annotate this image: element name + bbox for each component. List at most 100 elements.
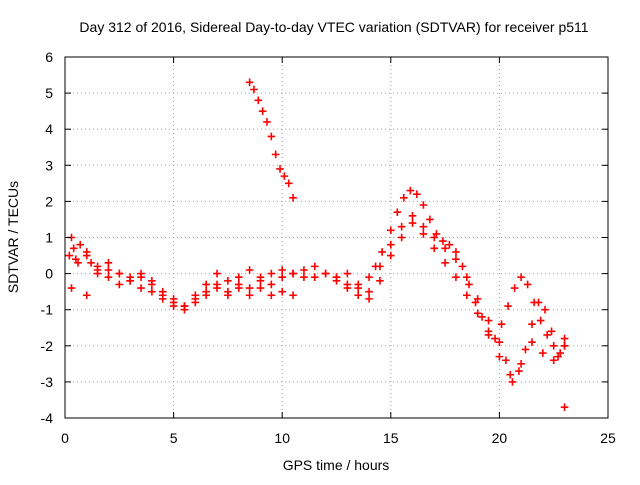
x-tick-label: 15 — [383, 430, 399, 446]
data-point — [278, 273, 286, 282]
data-point — [104, 266, 113, 274]
data-point — [245, 78, 254, 87]
data-point — [104, 273, 113, 282]
data-point — [413, 190, 421, 198]
data-point — [452, 255, 460, 263]
y-tick-label: -2 — [41, 338, 54, 354]
data-point — [515, 367, 523, 375]
x-tick-label: 25 — [600, 430, 616, 446]
data-point — [234, 273, 243, 282]
data-point — [258, 107, 267, 115]
data-point — [289, 193, 297, 202]
data-point — [547, 327, 556, 336]
data-point — [523, 280, 532, 289]
data-point — [267, 280, 276, 289]
y-tick-label: 0 — [45, 266, 53, 282]
y-tick-label: 6 — [45, 49, 53, 65]
data-point — [65, 251, 74, 260]
data-point — [310, 262, 319, 271]
data-point — [419, 222, 428, 231]
data-point — [148, 287, 156, 296]
y-tick-label: -3 — [41, 374, 54, 390]
data-point — [408, 212, 417, 220]
data-point — [554, 352, 562, 361]
data-point — [463, 273, 471, 282]
data-point — [397, 233, 406, 242]
y-tick-label: 3 — [45, 157, 53, 173]
data-point — [267, 291, 276, 300]
x-tick-label: 20 — [492, 430, 508, 446]
data-point — [521, 345, 530, 354]
x-tick-label: 5 — [170, 430, 178, 446]
data-point — [126, 277, 134, 285]
data-point — [289, 269, 297, 278]
data-point — [343, 280, 352, 289]
data-point — [267, 132, 276, 141]
data-point — [245, 266, 254, 274]
data-point — [115, 280, 124, 289]
data-point — [560, 334, 569, 343]
data-point — [495, 352, 504, 361]
data-point — [452, 273, 460, 282]
data-point — [473, 295, 482, 303]
data-point — [245, 291, 254, 300]
data-point — [528, 320, 536, 328]
data-point — [441, 244, 449, 253]
data-point — [376, 277, 384, 285]
data-point — [256, 284, 265, 292]
data-point — [458, 262, 467, 271]
data-point — [484, 316, 493, 325]
data-point — [300, 266, 308, 274]
series-track-a — [65, 186, 569, 357]
data-point — [137, 284, 145, 292]
data-point — [284, 179, 293, 188]
data-point — [543, 331, 551, 339]
data-point — [419, 230, 428, 238]
y-tick-label: -1 — [41, 302, 54, 318]
data-point — [549, 342, 558, 350]
data-point — [213, 269, 221, 278]
data-point — [502, 356, 510, 365]
data-point — [534, 298, 543, 307]
data-point — [387, 240, 395, 249]
data-point — [393, 208, 402, 217]
chart-title: Day 312 of 2016, Sidereal Day-to-day VTE… — [79, 19, 588, 35]
y-tick-label: -4 — [41, 410, 54, 426]
data-point — [254, 96, 263, 105]
data-point — [343, 269, 352, 278]
data-point — [478, 313, 486, 321]
data-point — [202, 287, 210, 296]
data-point — [310, 273, 319, 282]
data-point — [224, 291, 232, 300]
data-point — [439, 237, 447, 245]
data-point — [289, 291, 297, 300]
data-point — [245, 284, 254, 292]
data-point — [549, 356, 558, 365]
data-point — [365, 295, 373, 303]
data-point — [445, 240, 454, 249]
data-point — [354, 284, 363, 292]
data-point — [430, 233, 439, 242]
data-point — [202, 280, 210, 289]
data-point — [82, 251, 91, 260]
data-point — [278, 266, 286, 274]
data-point — [67, 284, 76, 292]
series-track-c — [82, 212, 569, 386]
data-point — [452, 248, 460, 256]
series-track-b — [67, 219, 569, 379]
data-point — [541, 305, 549, 314]
x-tick-label: 10 — [274, 430, 290, 446]
data-point — [497, 320, 506, 328]
grid — [65, 57, 608, 418]
data-point — [517, 360, 525, 368]
data-point — [463, 291, 471, 300]
series-steep-segment — [245, 78, 297, 202]
x-tick-label: 0 — [61, 430, 69, 446]
data-point — [473, 309, 482, 318]
data-point — [332, 273, 341, 282]
data-point — [419, 201, 428, 209]
data-point — [378, 248, 386, 256]
y-axis-title: SDTVAR / TECUs — [5, 181, 21, 293]
